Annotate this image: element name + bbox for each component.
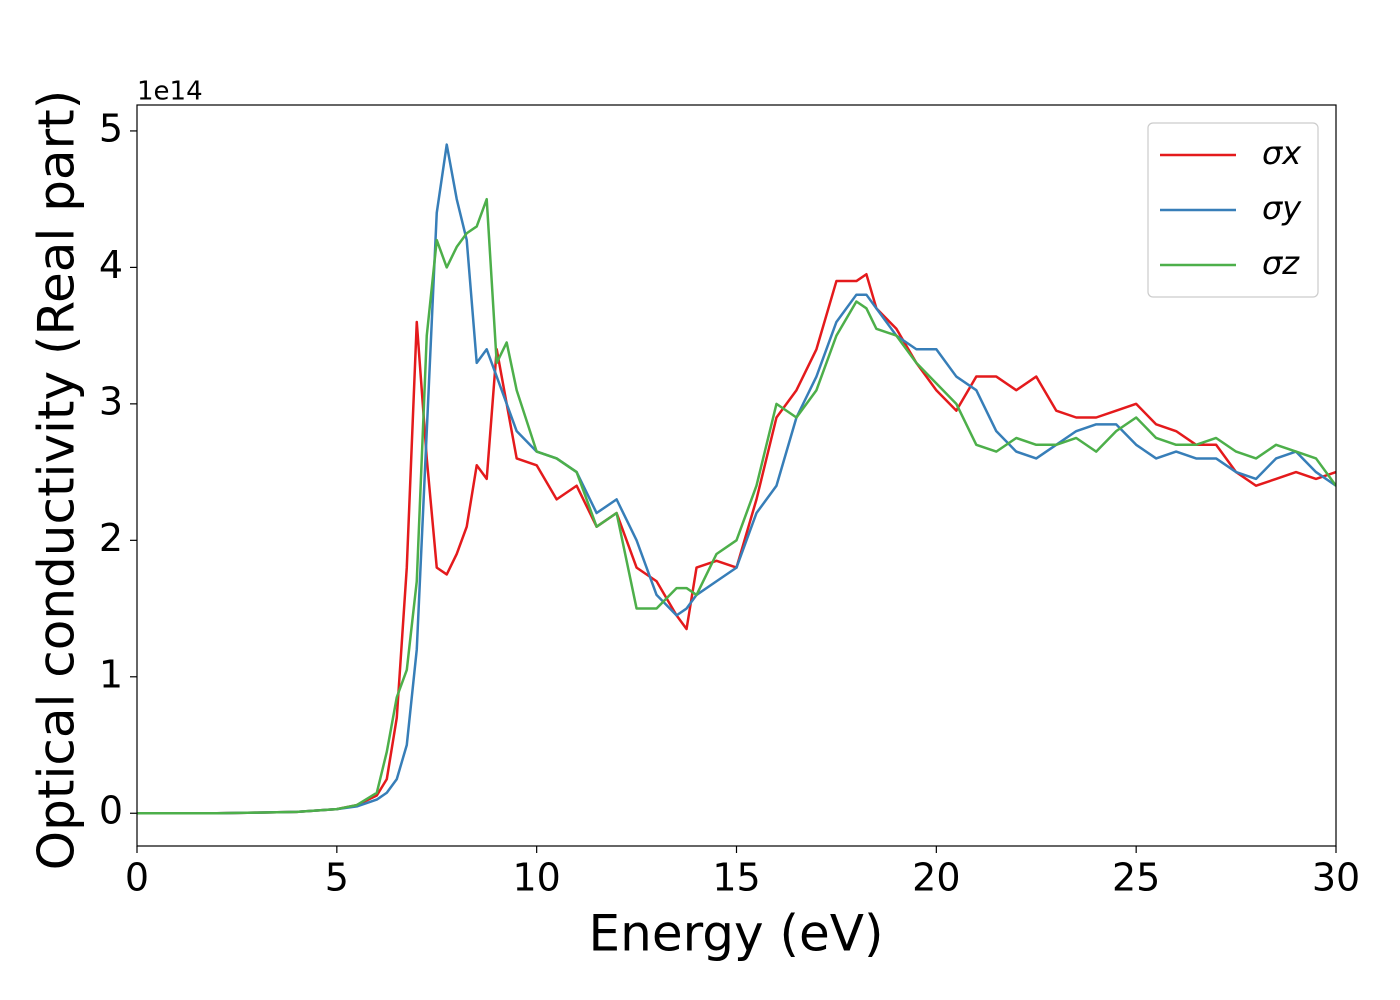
y-tick-label: 5: [99, 106, 123, 150]
legend-label: σx: [1262, 134, 1302, 172]
data-line: [137, 272, 1336, 815]
x-tick-label: 15: [712, 856, 760, 900]
y-offset-label: 1e14: [137, 77, 203, 107]
y-tick-label: 3: [99, 379, 123, 423]
x-tick-label: 0: [125, 856, 149, 900]
plot-frame: [136, 104, 1337, 847]
y-tick-label: 0: [99, 789, 123, 833]
data-line: [137, 197, 1336, 815]
x-tick-label: 30: [1312, 856, 1360, 900]
y-tick-label: 4: [99, 243, 123, 287]
x-tick-label: 5: [325, 856, 349, 900]
y-tick-label: 2: [99, 516, 123, 560]
y-axis-label: Optical conductivity (Real part): [28, 90, 86, 871]
data-line: [137, 143, 1336, 815]
x-tick-label: 20: [912, 856, 960, 900]
y-tick-label: 1: [99, 652, 123, 696]
legend-label: σy: [1262, 189, 1302, 227]
x-tick-label: 10: [512, 856, 560, 900]
x-axis-label: Energy (eV): [589, 905, 884, 963]
legend-label: σz: [1262, 244, 1300, 282]
x-tick-label: 25: [1112, 856, 1160, 900]
